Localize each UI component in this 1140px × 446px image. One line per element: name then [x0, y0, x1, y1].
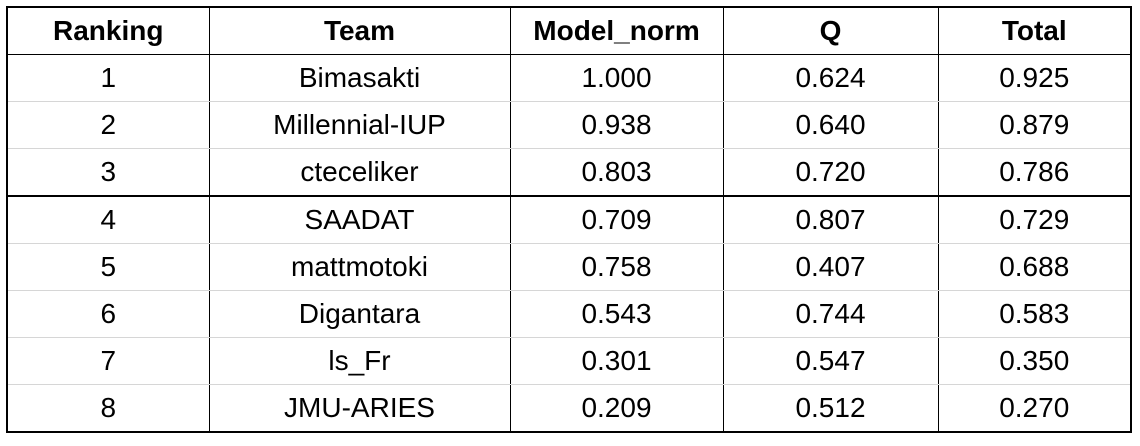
table-cell: 0.879: [937, 101, 1132, 149]
table-cell: 0.209: [509, 384, 724, 433]
table-cell: 0.729: [937, 195, 1132, 244]
table-cell: 8: [6, 384, 210, 433]
table-row: 7 ls_Fr 0.301 0.547 0.350: [6, 337, 1132, 385]
table-cell: 0.744: [722, 290, 939, 338]
table-cell: 0.350: [937, 337, 1132, 385]
table-cell: 0.583: [937, 290, 1132, 338]
table-cell: 7: [6, 337, 210, 385]
table-cell: JMU-ARIES: [208, 384, 511, 433]
table-row: 4 SAADAT 0.709 0.807 0.729: [6, 195, 1132, 244]
table-row: 2 Millennial-IUP 0.938 0.640 0.879: [6, 101, 1132, 149]
table-row: 3 cteceliker 0.803 0.720 0.786: [6, 148, 1132, 197]
table-row: 1 Bimasakti 1.000 0.624 0.925: [6, 54, 1132, 102]
table-cell: 0.803: [509, 148, 724, 197]
table-cell: 1: [6, 54, 210, 102]
table-cell: 1.000: [509, 54, 724, 102]
table-cell: 0.688: [937, 243, 1132, 291]
table-cell: 0.512: [722, 384, 939, 433]
table-cell: 0.407: [722, 243, 939, 291]
table-cell: 0.720: [722, 148, 939, 197]
table-cell: mattmotoki: [208, 243, 511, 291]
table-cell: Bimasakti: [208, 54, 511, 102]
table-cell: 0.709: [509, 195, 724, 244]
table-cell: 0.547: [722, 337, 939, 385]
table-cell: 0.624: [722, 54, 939, 102]
table-container: Ranking Team Model_norm Q Total 1 Bimasakti 1.…: [6, 6, 1132, 433]
table-cell: 5: [6, 243, 210, 291]
table-cell: 0.543: [509, 290, 724, 338]
table-body: 1 Bimasakti 1.000 0.624 0.925 2 Millennial-IUP…: [6, 54, 1132, 433]
table-cell: 2: [6, 101, 210, 149]
table-cell: 0.270: [937, 384, 1132, 433]
table-cell: 0.938: [509, 101, 724, 149]
header-cell: Total: [937, 6, 1132, 55]
table-cell: 0.925: [937, 54, 1132, 102]
header-cell: Q: [722, 6, 939, 55]
results-table: Ranking Team Model_norm Q Total 1 Bimasakti 1.…: [6, 6, 1132, 433]
table-cell: Millennial-IUP: [208, 101, 511, 149]
table-cell: 0.758: [509, 243, 724, 291]
table-cell: 6: [6, 290, 210, 338]
header-cell: Model_norm: [509, 6, 724, 55]
table-cell: 0.807: [722, 195, 939, 244]
table-cell: 4: [6, 195, 210, 244]
table-row: 6 Digantara 0.543 0.744 0.583: [6, 290, 1132, 338]
table-cell: 0.301: [509, 337, 724, 385]
header-row: Ranking Team Model_norm Q Total: [6, 6, 1132, 55]
table-row: 8 JMU-ARIES 0.209 0.512 0.270: [6, 384, 1132, 433]
table-cell: cteceliker: [208, 148, 511, 197]
header-cell: Team: [208, 6, 511, 55]
table-cell: SAADAT: [208, 195, 511, 244]
table-cell: 0.786: [937, 148, 1132, 197]
table-row: 5 mattmotoki 0.758 0.407 0.688: [6, 243, 1132, 291]
table-cell: 0.640: [722, 101, 939, 149]
table-cell: ls_Fr: [208, 337, 511, 385]
header-cell: Ranking: [6, 6, 210, 55]
table-cell: Digantara: [208, 290, 511, 338]
table-cell: 3: [6, 148, 210, 197]
